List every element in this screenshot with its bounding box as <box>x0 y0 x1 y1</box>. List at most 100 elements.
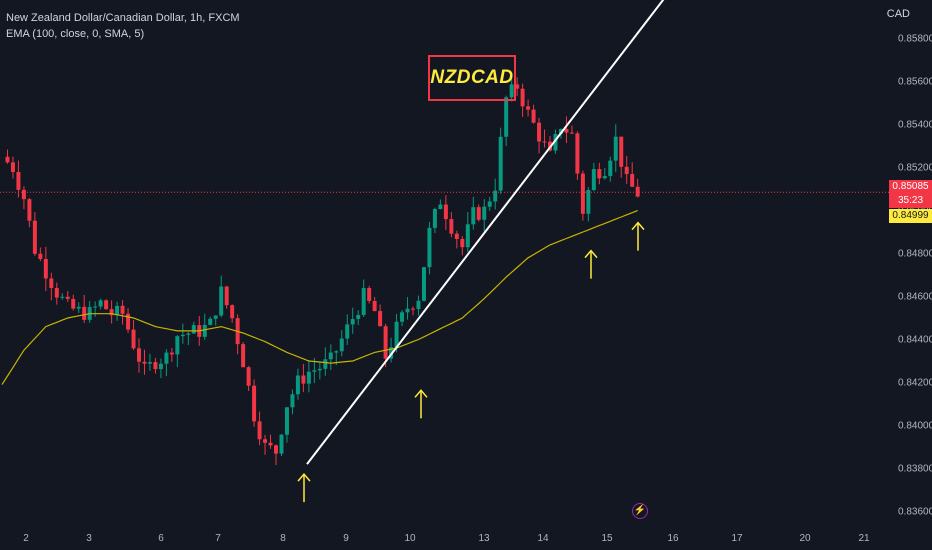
candle-body <box>241 344 246 368</box>
candle <box>624 155 629 184</box>
candle-body <box>169 352 174 355</box>
candle-body <box>32 220 37 254</box>
candle-body <box>153 362 158 370</box>
x-tick-label: 14 <box>537 533 549 544</box>
time-axis[interactable]: 2 3 6 7 8 9 10 13 14 15 16 17 20 21 <box>23 533 870 544</box>
candle <box>542 129 547 148</box>
candle-body <box>482 206 487 220</box>
candle-body <box>580 173 585 214</box>
candle-body <box>493 190 498 202</box>
y-tick-label: 0.85600 <box>898 77 932 88</box>
candle-body <box>82 306 87 320</box>
y-tick-label: 0.83600 <box>898 506 932 517</box>
candle-body <box>54 287 59 298</box>
candle-body <box>295 375 300 395</box>
candle <box>602 168 607 180</box>
candle <box>416 295 421 316</box>
candle <box>224 285 229 309</box>
candle-body <box>438 204 443 210</box>
candle-body <box>323 359 328 369</box>
candle-body <box>49 278 54 288</box>
candle <box>531 104 536 124</box>
candle <box>580 170 585 221</box>
candle-body <box>27 199 32 221</box>
candle <box>241 341 246 368</box>
x-tick-label: 2 <box>23 533 29 544</box>
candle-body <box>180 334 185 337</box>
candle-body <box>38 253 43 259</box>
candle-body <box>328 352 333 360</box>
nzdcad-annotation[interactable]: NZDCAD <box>428 55 516 101</box>
candle-body <box>191 325 196 334</box>
candle <box>432 207 437 234</box>
candle-body <box>372 300 377 312</box>
candle-body <box>531 109 536 123</box>
candle <box>471 196 476 230</box>
currency-label: CAD <box>886 8 910 20</box>
candle-body <box>224 286 229 306</box>
candle <box>515 77 520 97</box>
candle-body <box>427 227 432 268</box>
candle <box>71 294 76 311</box>
candle-body <box>274 445 278 454</box>
candle-body <box>613 136 618 161</box>
x-tick-label: 15 <box>601 533 613 544</box>
candle-body <box>449 219 454 234</box>
candle <box>295 368 300 400</box>
candle-body <box>339 338 344 352</box>
candle-body <box>76 306 81 309</box>
candle <box>153 357 158 374</box>
candle-body <box>575 133 580 174</box>
candle <box>498 127 503 195</box>
candle-body <box>301 375 306 384</box>
candle <box>504 95 509 146</box>
candle-body <box>591 169 596 190</box>
candle-body <box>553 134 558 151</box>
candle <box>427 221 432 275</box>
candle <box>137 338 141 373</box>
x-tick-label: 20 <box>799 533 811 544</box>
candle <box>131 319 136 350</box>
candle <box>213 315 218 326</box>
candle-body <box>454 233 459 239</box>
price-axis[interactable]: 0.858000.856000.854000.852000.850000.848… <box>898 34 932 518</box>
candle <box>586 187 591 222</box>
candle <box>378 304 383 327</box>
candle-body <box>312 370 317 372</box>
chart-legend: New Zealand Dollar/Canadian Dollar, 1h, … <box>6 10 240 42</box>
candle <box>169 347 174 362</box>
candle-body <box>219 286 224 316</box>
candle-body <box>175 336 180 355</box>
candle-body <box>202 324 207 337</box>
candle <box>367 285 372 304</box>
candle-body <box>334 351 339 353</box>
candle-body <box>487 201 492 207</box>
y-tick-label: 0.84400 <box>898 334 932 345</box>
candle <box>350 307 355 334</box>
y-tick-label: 0.85400 <box>898 120 932 131</box>
candle <box>230 304 235 323</box>
arrow-head <box>584 249 598 259</box>
candle <box>487 196 492 211</box>
support-arrow-icon <box>414 389 428 419</box>
candle-body <box>164 352 169 364</box>
x-tick-label: 8 <box>280 533 286 544</box>
candle <box>520 83 525 117</box>
candle <box>16 160 21 198</box>
candle-body <box>208 318 213 325</box>
candle <box>219 275 224 318</box>
y-tick-label: 0.84800 <box>898 249 932 260</box>
candle-body <box>520 88 525 107</box>
candle-body <box>10 162 15 172</box>
candle-body <box>569 132 574 134</box>
candle <box>564 116 569 144</box>
candle <box>569 125 574 135</box>
candle <box>27 198 32 228</box>
candle <box>158 358 163 378</box>
candle-body <box>120 305 125 314</box>
candle <box>246 366 251 391</box>
lightning-bolt-icon[interactable]: ⚡ <box>632 503 648 519</box>
trendline[interactable] <box>306 0 724 465</box>
candle-body <box>635 186 640 197</box>
